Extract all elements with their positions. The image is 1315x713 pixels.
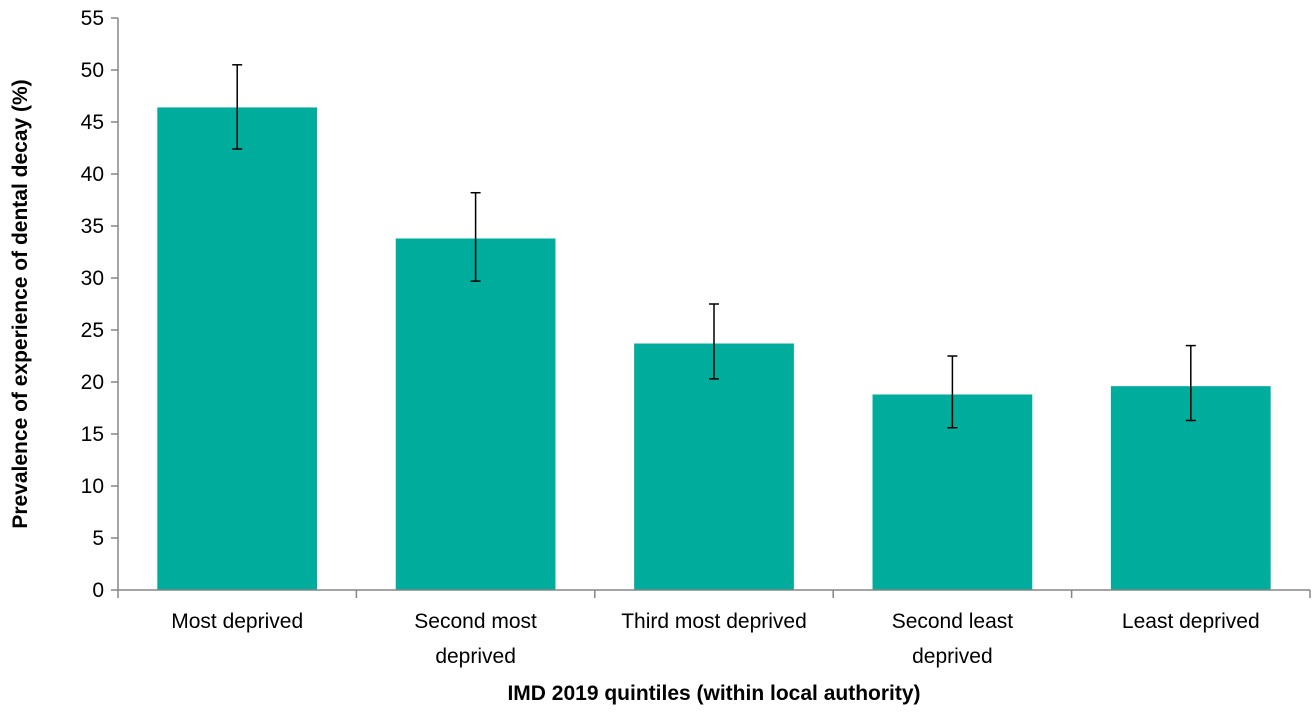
y-tick-label: 40	[81, 163, 104, 186]
error-bar	[947, 355, 958, 429]
x-category-label: Second least deprived	[892, 610, 1014, 668]
y-tick-label: 5	[92, 527, 104, 550]
bar	[157, 107, 318, 590]
y-tick-label: 30	[81, 267, 104, 290]
y-tick-label: 45	[81, 111, 104, 134]
error-bar	[1185, 344, 1196, 422]
bar	[395, 238, 556, 591]
y-tick-label: 50	[81, 59, 104, 82]
error-bar	[709, 303, 719, 380]
y-tick-label: 55	[81, 7, 104, 30]
y-tick-label: 10	[81, 475, 104, 498]
y-tick-label: 20	[81, 371, 104, 394]
y-axis-title: Prevalence of experience of dental decay…	[9, 79, 32, 528]
y-axis-ticks: 0 5 10 15 20 25 30 35 40 45 50 55	[81, 7, 118, 602]
y-tick-label: 25	[81, 319, 104, 342]
bar	[634, 343, 794, 590]
x-axis-title: IMD 2019 quintiles (within local authori…	[507, 682, 920, 705]
x-axis-category-labels: Most deprived Second most deprived Third mo…	[171, 610, 1259, 668]
y-tick-label: 0	[92, 579, 104, 602]
y-tick-label: 35	[81, 215, 104, 238]
error-bars	[232, 64, 1196, 429]
x-axis-ticks	[117, 590, 1311, 598]
x-category-label: Least deprived	[1122, 610, 1260, 633]
error-bar	[232, 64, 243, 150]
y-tick-label: 15	[81, 423, 104, 446]
x-category-label: Second most deprived	[414, 610, 537, 668]
error-bar	[470, 191, 481, 282]
x-category-label: Third most deprived	[621, 610, 807, 633]
x-category-label: Most deprived	[171, 610, 303, 633]
